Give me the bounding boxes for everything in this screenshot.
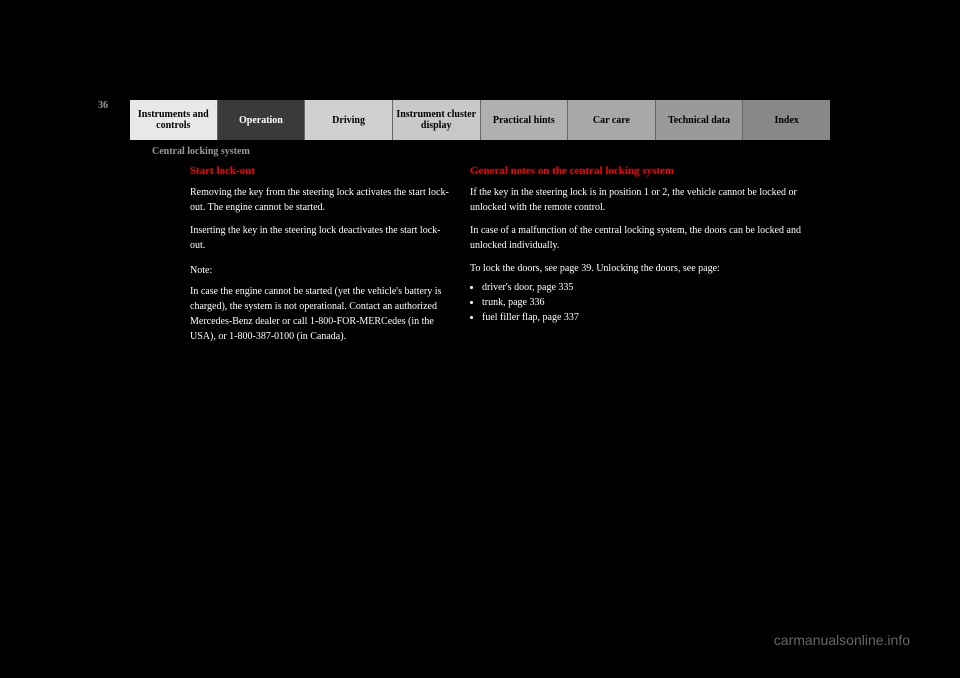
- list-item: driver's door, page 335: [482, 280, 830, 295]
- tab-instruments-controls[interactable]: Instruments and controls: [130, 100, 218, 140]
- tab-driving[interactable]: Driving: [305, 100, 393, 140]
- section-header: Central locking system: [152, 146, 830, 157]
- page-number: 36: [98, 100, 108, 111]
- tab-operation[interactable]: Operation: [218, 100, 306, 140]
- watermark: carmanualsonline.info: [774, 632, 910, 648]
- tab-index[interactable]: Index: [743, 100, 830, 140]
- content-columns: Start lock-out Removing the key from the…: [130, 165, 830, 344]
- tab-instrument-cluster[interactable]: Instrument cluster display: [393, 100, 481, 140]
- general-notes-heading: General notes on the central locking sys…: [470, 165, 830, 177]
- start-lockout-p2: Inserting the key in the steering lock d…: [190, 223, 450, 253]
- start-lockout-heading: Start lock-out: [190, 165, 450, 177]
- tab-car-care[interactable]: Car care: [568, 100, 656, 140]
- tab-practical-hints[interactable]: Practical hints: [481, 100, 569, 140]
- manual-page: Instruments and controls Operation Drivi…: [130, 100, 830, 344]
- tab-technical-data[interactable]: Technical data: [656, 100, 744, 140]
- list-item: fuel filler flap, page 337: [482, 310, 830, 325]
- list-item: trunk, page 336: [482, 295, 830, 310]
- page-reference-list: driver's door, page 335 trunk, page 336 …: [470, 280, 830, 325]
- start-lockout-p1: Removing the key from the steering lock …: [190, 185, 450, 215]
- note-block: Note: In case the engine cannot be start…: [190, 265, 450, 344]
- general-notes-p2: In case of a malfunction of the central …: [470, 223, 830, 253]
- left-column: Start lock-out Removing the key from the…: [130, 165, 450, 344]
- general-notes-p3: To lock the doors, see page 39. Unlockin…: [470, 261, 830, 276]
- note-text: In case the engine cannot be started (ye…: [190, 284, 450, 344]
- right-column: General notes on the central locking sys…: [450, 165, 830, 344]
- nav-tab-bar: Instruments and controls Operation Drivi…: [130, 100, 830, 140]
- general-notes-p1: If the key in the steering lock is in po…: [470, 185, 830, 215]
- note-label: Note:: [190, 265, 450, 276]
